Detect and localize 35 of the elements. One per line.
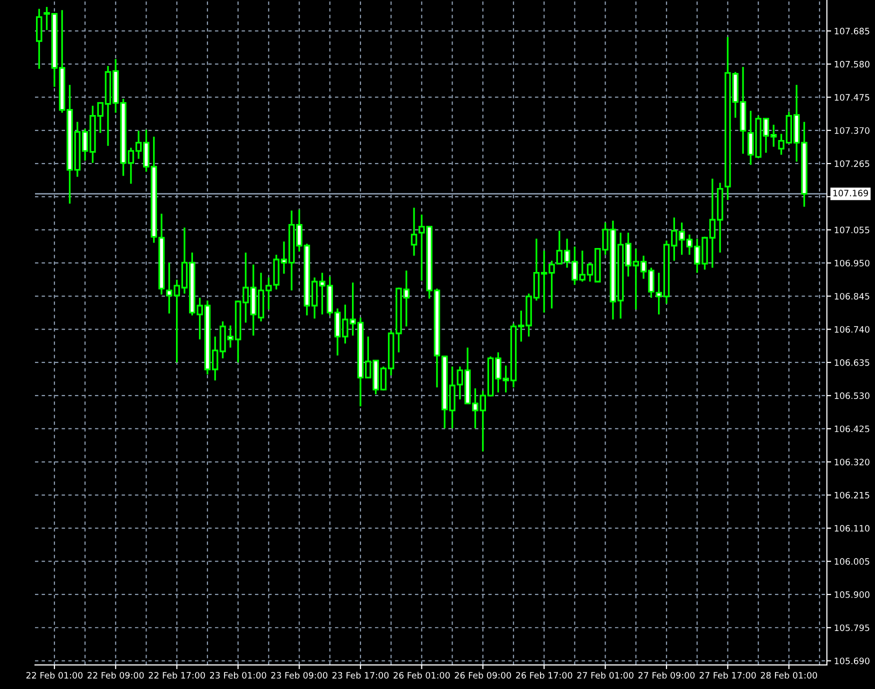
y-tick-label: 106.950: [834, 260, 870, 266]
x-tick-label: 27 Feb 01:00: [577, 672, 634, 679]
x-tick-label: 26 Feb 09:00: [454, 672, 512, 679]
x-tick-label: 22 Feb 01:00: [26, 672, 83, 679]
x-tick-label: 26 Feb 01:00: [394, 672, 450, 679]
candlestick: [36, 8, 42, 70]
x-tick-label: 23 Feb 01:00: [210, 672, 266, 679]
y-tick-label: 105.900: [834, 591, 870, 598]
y-tick-label: 107.475: [834, 94, 870, 101]
y-tick-label: 107.685: [834, 28, 870, 34]
y-tick-label: 106.845: [834, 292, 870, 300]
y-tick-label: 107.055: [834, 226, 870, 234]
y-tick-label: 106.530: [834, 392, 870, 400]
x-tick-label: 22 Feb 09:00: [88, 672, 144, 679]
ref-line-label: 107.169: [833, 190, 868, 196]
x-tick-label: 26 Feb 17:00: [516, 672, 572, 679]
y-tick-label: 106.740: [834, 326, 870, 333]
y-tick-label: 106.635: [834, 359, 870, 366]
x-tick-label: 22 Feb 17:00: [148, 672, 205, 679]
y-tick-label: 106.425: [834, 426, 870, 432]
y-tick-label: 106.110: [834, 525, 870, 532]
x-tick-label: 27 Feb 17:00: [700, 672, 756, 679]
y-tick-label: 106.005: [834, 558, 870, 565]
y-tick-label: 105.690: [834, 658, 870, 664]
y-tick-label: 105.795: [834, 624, 870, 632]
x-tick-label: 23 Feb 17:00: [332, 672, 389, 679]
candlestick: [410, 206, 418, 257]
x-tick-label: 27 Feb 09:00: [638, 672, 695, 679]
y-tick-label: 107.370: [834, 127, 870, 134]
y-tick-label: 106.320: [834, 458, 870, 466]
y-tick-label: 107.580: [834, 60, 870, 68]
x-tick-label: 28 Feb 01:00: [760, 672, 818, 679]
y-tick-label: 107.265: [834, 160, 870, 167]
y-tick-label: 106.215: [834, 492, 870, 498]
x-tick-label: 23 Feb 09:00: [271, 672, 328, 679]
